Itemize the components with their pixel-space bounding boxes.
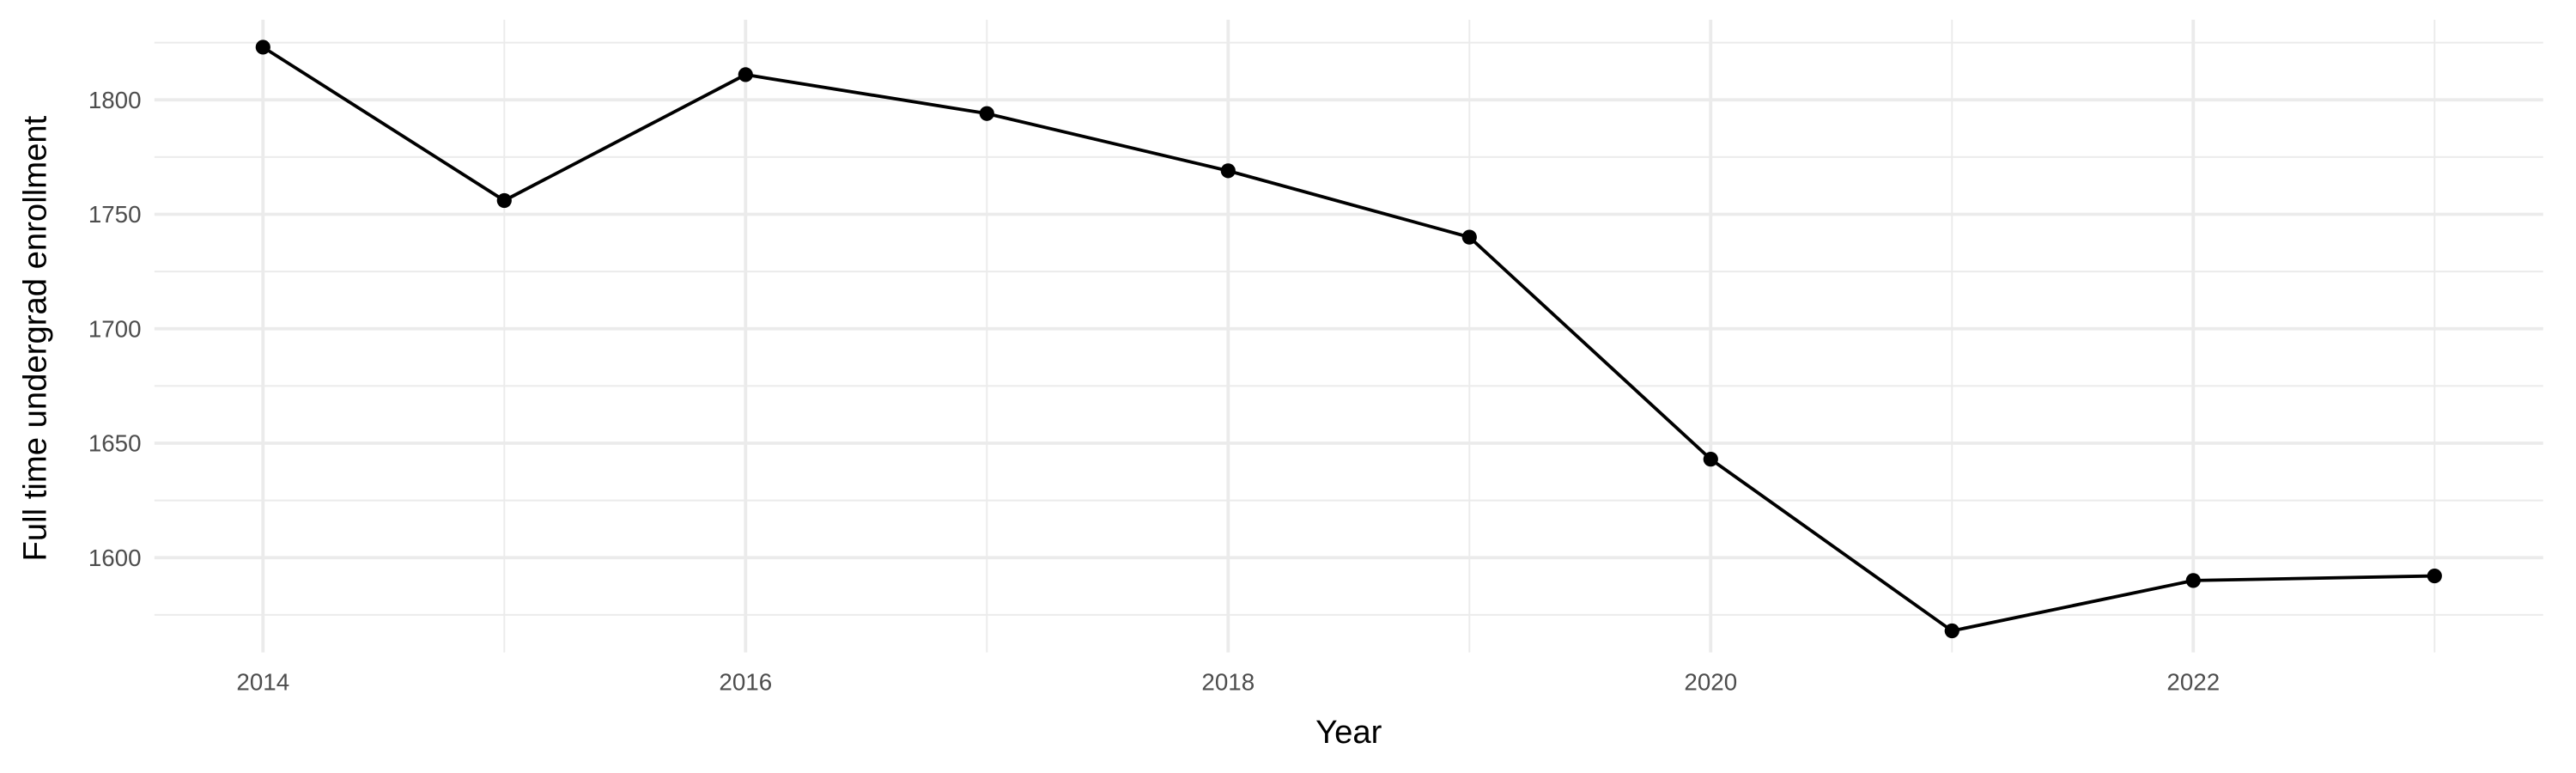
- point: [2427, 568, 2442, 584]
- y-tick-label: 1700: [88, 315, 142, 342]
- point: [1703, 452, 1718, 467]
- point: [1220, 163, 1236, 179]
- point: [496, 192, 512, 209]
- x-tick-label: 2022: [2166, 669, 2220, 696]
- x-axis-title: Year: [1315, 714, 1382, 751]
- y-tick-label: 1600: [88, 545, 142, 571]
- point: [738, 67, 753, 82]
- x-tick-label: 2018: [1201, 669, 1255, 696]
- x-tick-label: 2016: [719, 669, 772, 696]
- point: [1944, 623, 1959, 639]
- point: [1461, 229, 1477, 245]
- point: [255, 40, 270, 55]
- point: [2185, 573, 2201, 588]
- y-tick-label: 1800: [88, 87, 142, 113]
- y-axis-title: Full time undergrad enrollment: [17, 115, 54, 561]
- x-tick-label: 2020: [1684, 669, 1737, 696]
- point: [979, 106, 994, 121]
- x-tick-label: 2014: [236, 669, 289, 696]
- y-tick-label: 1650: [88, 430, 142, 457]
- y-tick-label: 1750: [88, 201, 142, 228]
- line: [262, 46, 2435, 633]
